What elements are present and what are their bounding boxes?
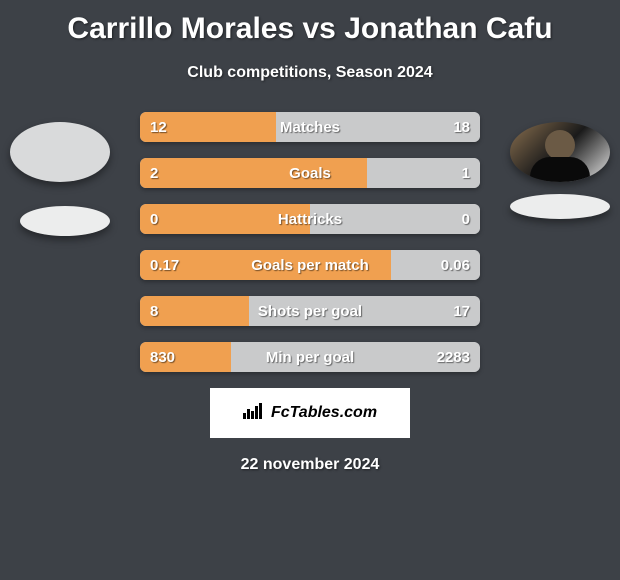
stat-value-right: 17 (453, 303, 470, 320)
stat-value-right: 1 (462, 165, 470, 182)
stat-row: 830 Min per goal 2283 (140, 342, 480, 372)
stat-label: Goals per match (251, 257, 369, 274)
stat-row: 0 Hattricks 0 (140, 204, 480, 234)
brand-chart-icon (243, 403, 265, 424)
comparison-subtitle: Club competitions, Season 2024 (0, 64, 620, 82)
stat-value-right: 2283 (437, 349, 470, 366)
stat-value-right: 0 (462, 211, 470, 228)
stat-label: Matches (280, 119, 340, 136)
stat-value-left: 8 (150, 303, 158, 320)
stat-value-left: 0 (150, 211, 158, 228)
stat-row: 0.17 Goals per match 0.06 (140, 250, 480, 280)
stat-row: 2 Goals 1 (140, 158, 480, 188)
stat-value-left: 12 (150, 119, 167, 136)
player-right-avatar (510, 122, 610, 182)
stat-label: Shots per goal (258, 303, 362, 320)
comparison-title: Carrillo Morales vs Jonathan Cafu (0, 0, 620, 46)
player-left-avatar (10, 122, 110, 182)
stat-value-left: 2 (150, 165, 158, 182)
main-area: 12 Matches 18 2 Goals 1 0 Hattricks 0 0.17 Goals p… (0, 112, 620, 474)
stat-row: 8 Shots per goal 17 (140, 296, 480, 326)
stats-container: 12 Matches 18 2 Goals 1 0 Hattricks 0 0.17 Goals p… (140, 112, 480, 372)
stat-value-left: 0.17 (150, 257, 179, 274)
stat-value-left: 830 (150, 349, 175, 366)
player-right-column (510, 122, 610, 219)
stat-label: Min per goal (266, 349, 354, 366)
stat-value-right: 0.06 (441, 257, 470, 274)
player-right-shadow (510, 194, 610, 219)
date-line: 22 november 2024 (0, 456, 620, 474)
player-left-column (10, 122, 110, 236)
stat-value-right: 18 (453, 119, 470, 136)
stat-row: 12 Matches 18 (140, 112, 480, 142)
brand-text: FcTables.com (271, 404, 377, 422)
player-left-shadow (20, 206, 110, 236)
stat-fill-left (140, 158, 367, 188)
stat-label: Goals (289, 165, 331, 182)
stat-label: Hattricks (278, 211, 342, 228)
brand-box: FcTables.com (210, 388, 410, 438)
